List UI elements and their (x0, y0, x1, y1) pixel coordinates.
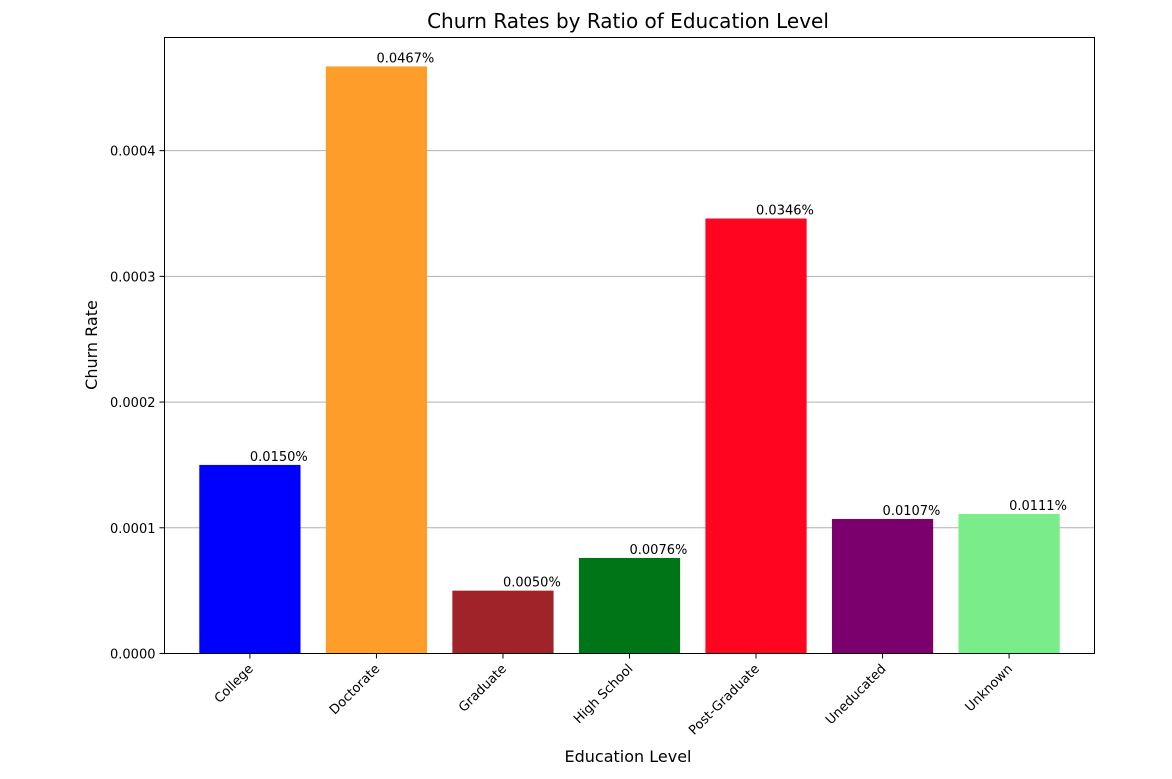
bar-doctorate (325, 66, 428, 654)
bar-value-label: 0.0050% (503, 576, 561, 591)
x-tick-label: Graduate (456, 662, 510, 716)
bar-value-label: 0.0150% (250, 450, 308, 465)
bar-post-graduate (705, 218, 807, 654)
y-tick-label: 0.0004 (110, 145, 156, 160)
x-tick-label: High School (571, 662, 636, 727)
x-tick-label: Unknown (963, 662, 1016, 715)
bar-value-label: 0.0107% (883, 504, 941, 519)
bar-value-label: 0.0076% (630, 543, 688, 558)
y-axis-ticks: 0.0000 0.0001 0.0002 0.0003 0.0004 (110, 145, 165, 663)
bar-graduate (452, 590, 554, 654)
bar-value-labels: 0.0150% 0.0467% 0.0050% 0.0076% 0.0346% 0.010… (250, 51, 1067, 590)
bar-value-label: 0.0346% (756, 204, 814, 219)
bar-college (199, 464, 301, 654)
x-tick-label: Uneducated (823, 662, 889, 728)
y-tick-label: 0.0003 (110, 270, 156, 285)
x-tick-label: Post-Graduate (686, 662, 763, 739)
bar-high-school (578, 557, 681, 654)
y-tick-label: 0.0001 (110, 522, 156, 537)
bar-uneducated (831, 518, 934, 654)
chart-title: Churn Rates by Ratio of Education Level (427, 9, 829, 33)
y-axis-label: Churn Rate (82, 300, 101, 390)
y-tick-label: 0.0002 (110, 396, 156, 411)
bar-value-label: 0.0467% (376, 51, 434, 66)
y-tick-label: 0.0000 (110, 648, 156, 663)
bar-unknown (958, 513, 1060, 654)
gridlines (164, 150, 1095, 529)
x-axis-label: Education Level (565, 747, 692, 766)
x-tick-label: Doctorate (327, 662, 383, 718)
x-tick-label: College (212, 662, 257, 707)
x-axis-ticks: College Doctorate Graduate High School Post-… (212, 653, 1016, 739)
bar-value-label: 0.0111% (1009, 499, 1067, 514)
plot-area-frame (164, 37, 1095, 654)
bars (199, 66, 1060, 654)
